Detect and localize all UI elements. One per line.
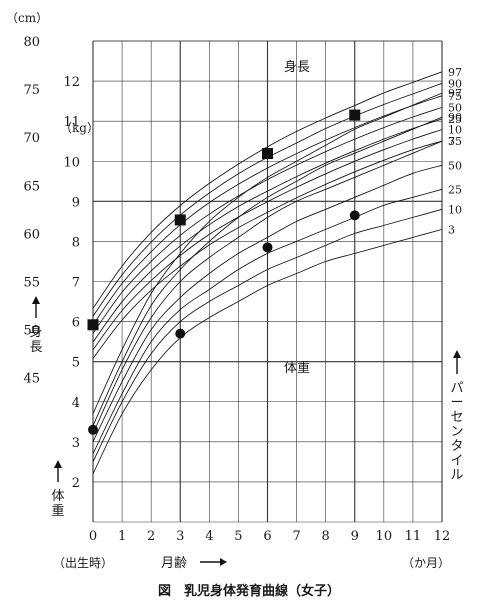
percentile-axis-label-char: ー: [450, 396, 463, 411]
x-tick-label: 1: [118, 529, 126, 544]
x-tick-label: 9: [351, 529, 359, 544]
height-unit-label: （cm）: [6, 11, 48, 25]
weight-p97-label: 97: [448, 87, 462, 100]
grid: [92, 40, 443, 523]
weight-p3-curve: [92, 228, 443, 475]
weight-p90-curve: [92, 116, 443, 426]
weight-point: [88, 424, 98, 435]
x-origin-note: （出生時）: [53, 556, 113, 570]
height-p3-label: 3: [448, 135, 455, 148]
weight-axis-label-char: 体: [51, 489, 64, 504]
weight-p10-label: 10: [448, 203, 462, 216]
weight-tick-label: 7: [72, 276, 80, 291]
weight-p75-curve: [92, 140, 443, 434]
height-point: [87, 319, 99, 331]
x-axis-unit: （か月）: [402, 556, 450, 570]
height-tick-label: 45: [23, 372, 40, 387]
percentile-curves: [92, 71, 443, 475]
weight-tick-label: 6: [72, 316, 80, 331]
weight-axis-label-char: 重: [51, 503, 64, 519]
x-tick-label: 12: [434, 529, 451, 544]
percentile-axis-label-char: イ: [450, 454, 463, 469]
height-tick-label: 50: [23, 324, 40, 339]
height-axis-label-char: 長: [29, 340, 42, 355]
height-tick-label: 65: [23, 179, 40, 194]
weight-tick-label: 8: [72, 235, 80, 250]
x-tick-label: 0: [89, 529, 97, 544]
height-p97-curve: [92, 71, 443, 309]
weight-tick-label: 12: [63, 75, 80, 90]
x-tick-label: 2: [147, 529, 155, 544]
percentile-axis-arrowhead: [453, 350, 461, 358]
weight-point: [349, 210, 360, 221]
x-tick-label: 11: [405, 529, 422, 544]
percentile-axis-label-char: ン: [450, 425, 463, 440]
weight-p50-curve: [92, 164, 443, 442]
height-p3-curve: [92, 140, 443, 359]
weight-axis-arrowhead: [54, 460, 62, 468]
x-tick-label: 7: [292, 529, 300, 544]
height-p50-label: 50: [448, 101, 462, 114]
weight-point: [175, 328, 186, 339]
weight-p25-label: 25: [448, 183, 462, 196]
percentile-axis-label-char: セ: [450, 410, 463, 425]
weight-point: [262, 242, 273, 253]
height-point: [349, 109, 361, 121]
percentile-axis-label-char: ル: [450, 468, 463, 483]
height-p90-label: 90: [448, 77, 462, 90]
x-tick-label: 6: [263, 529, 271, 544]
height-point: [262, 148, 273, 160]
height-p25-label: 25: [448, 113, 462, 126]
height-group-label: 身長: [284, 59, 310, 75]
height-p25-curve: [92, 118, 443, 343]
weight-tick-label: 4: [72, 396, 80, 411]
height-point: [174, 214, 186, 226]
weight-tick-label: 3: [72, 436, 80, 451]
height-tick-label: 80: [23, 35, 40, 50]
height-p75-label: 75: [448, 90, 462, 103]
weight-p75-label: 75: [448, 135, 462, 148]
chart-title: 図 乳児身体発育曲線（女子）: [158, 583, 340, 599]
height-tick-label: 75: [23, 83, 40, 98]
measurement-points: [87, 109, 361, 435]
height-p10-curve: [92, 129, 443, 351]
weight-unit-label: （kg）: [60, 121, 99, 135]
weight-p3-label: 3: [448, 223, 455, 236]
x-tick-label: 10: [376, 529, 393, 544]
weight-group-label: 体重: [284, 360, 310, 376]
weight-tick-label: 9: [72, 195, 80, 210]
weight-tick-label: 10: [63, 155, 80, 170]
x-tick-label: 8: [322, 529, 330, 544]
weight-p10-curve: [92, 208, 443, 463]
height-axis-arrowhead: [32, 296, 40, 304]
weight-axis-label: 体重: [51, 489, 64, 519]
weight-tick-label: 11: [63, 115, 80, 130]
labels: （cm） （kg） （出生時） 月齢 （か月） 身長 体重 図 乳児身体発育曲線…: [6, 11, 464, 599]
height-p10-label: 10: [448, 124, 462, 137]
weight-p50-label: 50: [448, 159, 462, 172]
height-p50-curve: [92, 106, 443, 334]
x-tick-label: 3: [176, 529, 184, 544]
height-tick-label: 55: [23, 276, 40, 291]
height-p75-curve: [92, 95, 443, 326]
height-axis-label-char: 身: [29, 324, 42, 340]
weight-tick-label: 5: [72, 356, 80, 371]
x-tick-label: 5: [234, 529, 242, 544]
weight-p90-label: 90: [448, 111, 462, 124]
x-tick-label: 4: [205, 529, 213, 544]
height-axis-label: 身長: [29, 324, 42, 355]
weight-p25-curve: [92, 188, 443, 455]
height-tick-label: 70: [23, 131, 40, 146]
x-axis-label: 月齢: [161, 556, 187, 571]
height-p97-label: 97: [448, 66, 462, 79]
weight-p97-curve: [92, 92, 443, 414]
percentile-axis-label-char: パ: [450, 381, 463, 396]
height-tick-label: 60: [23, 227, 40, 242]
percentile-axis-label-char: タ: [450, 439, 463, 454]
x-axis-arrowhead: [220, 558, 227, 566]
weight-tick-label: 2: [72, 476, 80, 491]
